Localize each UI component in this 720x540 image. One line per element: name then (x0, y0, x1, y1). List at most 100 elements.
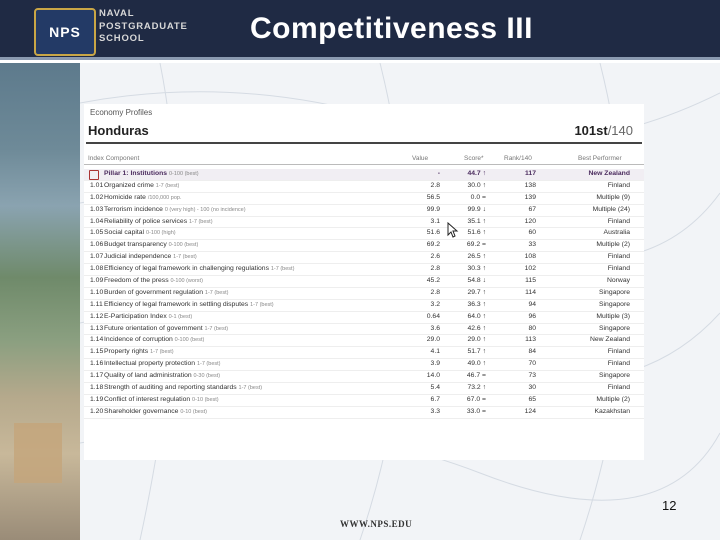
component-name[interactable]: Intellectual property protection (104, 360, 196, 368)
component-name[interactable]: Shareholder governance (104, 407, 179, 415)
column-header-best-performer[interactable]: Best Performer (578, 155, 622, 162)
component-name[interactable]: Pillar 1: Institutions (104, 170, 168, 177)
score-value: 67.0 (466, 395, 481, 403)
component-name[interactable]: Quality of land administration (104, 372, 192, 380)
column-header-rank[interactable]: Rank/140 (504, 155, 532, 162)
best-performer-cell: New Zealand (588, 170, 630, 177)
component-name[interactable]: Budget transparency (104, 241, 167, 249)
component-code: 1.13 (90, 324, 104, 332)
table-row[interactable]: 1.16 Intellectual property protection 1-7… (84, 359, 644, 372)
score-value: 44.7 (467, 170, 481, 177)
component-code: 1.19 (90, 395, 104, 403)
component-unit: /100,000 pop. (147, 194, 182, 201)
component-unit: 1-7 (best) (270, 266, 295, 273)
table-row[interactable]: 1.17 Quality of land administration 0-30 … (84, 371, 644, 384)
table-row[interactable]: 1.04 Reliability of police services 1-7 (… (84, 217, 644, 229)
table-row[interactable]: 1.07 Judicial independence 1-7 (best) 2.6 2… (84, 252, 644, 265)
score-cell: 36.3 ↑ (442, 301, 486, 308)
score-cell: 35.1 ↑ (442, 218, 486, 225)
score-cell: 69.2 = (442, 241, 486, 248)
value-cell: 99.9 (426, 205, 440, 213)
table-row[interactable]: 1.09 Freedom of the press 0-100 (worst) 45… (84, 276, 644, 288)
component-name-cell: Organized crime 1-7 (best) (104, 182, 420, 189)
score-value: 51.6 (467, 229, 481, 237)
best-performer-cell: Multiple (2) (596, 241, 630, 249)
component-name-cell: Efficiency of legal framework in settlin… (104, 301, 420, 308)
component-code: 1.16 (90, 360, 104, 368)
table-row[interactable]: 1.11 Efficiency of legal framework in set… (84, 300, 644, 312)
component-name[interactable]: Terrorism incidence (104, 205, 163, 213)
column-header-score[interactable]: Score* (464, 155, 484, 162)
component-name-cell: Burden of government regulation 1-7 (bes… (104, 289, 420, 296)
component-name-cell: Freedom of the press 0-100 (worst) (104, 277, 420, 284)
table-row[interactable]: 1.14 Incidence of corruption 0-100 (best)… (84, 335, 644, 348)
rank-cell: 73 (528, 372, 536, 380)
score-cell: 29.0 ↑ (442, 336, 486, 343)
best-performer-cell: Kazakhstan (594, 407, 630, 415)
component-name[interactable]: Freedom of the press (104, 277, 169, 285)
rank-cell: 108 (524, 253, 536, 261)
score-cell: 67.0 = (442, 396, 486, 403)
nps-logo: NPS (34, 8, 96, 56)
component-name[interactable]: Burden of government regulation (104, 288, 203, 296)
component-name[interactable]: Incidence of corruption (104, 336, 173, 344)
component-name[interactable]: Judicial independence (104, 253, 172, 261)
table-row[interactable]: 1.01 Organized crime 1-7 (best) 2.8 30.0 ↑ 1… (84, 181, 644, 193)
trend-arrow-icon: = (482, 372, 486, 380)
rank-cell: 84 (528, 348, 536, 356)
component-name-cell: Judicial independence 1-7 (best) (104, 253, 420, 260)
score-cell: 49.0 ↑ (442, 360, 486, 367)
table-row[interactable]: 1.13 Future orientation of government 1-7… (84, 324, 644, 336)
best-performer-cell: Singapore (599, 300, 630, 308)
component-name[interactable]: Efficiency of legal framework in challen… (104, 265, 269, 273)
table-row[interactable]: 1.12 E-Participation Index 0-1 (best) 0.64… (84, 312, 644, 324)
table-row[interactable]: 1.02 Homicide rate /100,000 pop. 56.5 0.0 =… (84, 193, 644, 205)
rank-cell: 139 (524, 193, 536, 201)
table-row[interactable]: 1.18 Strength of auditing and reporting s… (84, 383, 644, 395)
pillar-row[interactable]: Pillar 1: Institutions 0-100 (best) -44.7… (84, 169, 644, 181)
component-unit: 0-100 (best) (168, 171, 199, 177)
table-row[interactable]: 1.20 Shareholder governance 0-10 (best) 3.… (84, 407, 644, 419)
component-name[interactable]: Property rights (104, 348, 149, 356)
table-row[interactable]: 1.19 Conflict of interest regulation 0-10… (84, 395, 644, 407)
best-performer-cell: Finland (607, 265, 630, 273)
best-performer-cell: Finland (607, 348, 630, 356)
component-name[interactable]: Future orientation of government (104, 324, 203, 332)
header-divider (86, 142, 642, 144)
table-row[interactable]: 1.08 Efficiency of legal framework in cha… (84, 264, 644, 277)
page-number: 12 (662, 498, 677, 513)
breadcrumb[interactable]: Economy Profiles (90, 108, 153, 117)
component-name[interactable]: Organized crime (104, 181, 154, 189)
value-cell: 14.0 (426, 372, 440, 380)
score-cell: 54.8 ↓ (442, 277, 486, 284)
component-name[interactable]: Homicide rate (104, 193, 146, 201)
school-name-line: POSTGRADUATE (99, 20, 188, 32)
component-name[interactable]: Strength of auditing and reporting stand… (104, 384, 237, 392)
table-row[interactable]: 1.05 Social capital 0-100 (high) 51.6 51.6 … (84, 228, 644, 241)
component-name[interactable]: Efficiency of legal framework in settlin… (104, 300, 249, 308)
score-value: 69.2 (466, 241, 481, 249)
component-name[interactable]: E-Participation Index (104, 312, 167, 320)
component-unit: 1-7 (best) (204, 289, 229, 296)
component-name[interactable]: Reliability of police services (104, 217, 188, 225)
score-cell: 29.7 ↑ (442, 289, 486, 296)
trend-arrow-icon: = (482, 395, 486, 403)
table-row[interactable]: 1.03 Terrorism incidence 0 (very high) - … (84, 205, 644, 217)
component-name[interactable]: Conflict of interest regulation (104, 395, 191, 403)
table-row[interactable]: 1.10 Burden of government regulation 1-7 … (84, 288, 644, 300)
score-cell: 46.7 = (442, 372, 486, 379)
table-row[interactable]: 1.15 Property rights 1-7 (best) 4.1 51.7 ↑ 8… (84, 347, 644, 360)
footer-url[interactable]: WWW.NPS.EDU (340, 519, 413, 529)
score-value: 33.0 (466, 407, 481, 415)
best-performer-cell: Finland (607, 360, 630, 368)
component-code: 1.11 (90, 300, 103, 308)
column-header-value[interactable]: Value (412, 155, 429, 162)
best-performer-cell: Multiple (9) (596, 193, 630, 201)
component-unit: 1-7 (best) (250, 301, 274, 308)
logo-text: NPS (49, 24, 81, 40)
trend-arrow-icon: ↑ (482, 384, 486, 392)
column-header-component[interactable]: Index Component (88, 155, 140, 162)
component-name-cell: Property rights 1-7 (best) (104, 348, 420, 355)
table-row[interactable]: 1.06 Budget transparency 0-100 (best) 69.2… (84, 240, 644, 253)
component-name[interactable]: Social capital (104, 229, 145, 237)
